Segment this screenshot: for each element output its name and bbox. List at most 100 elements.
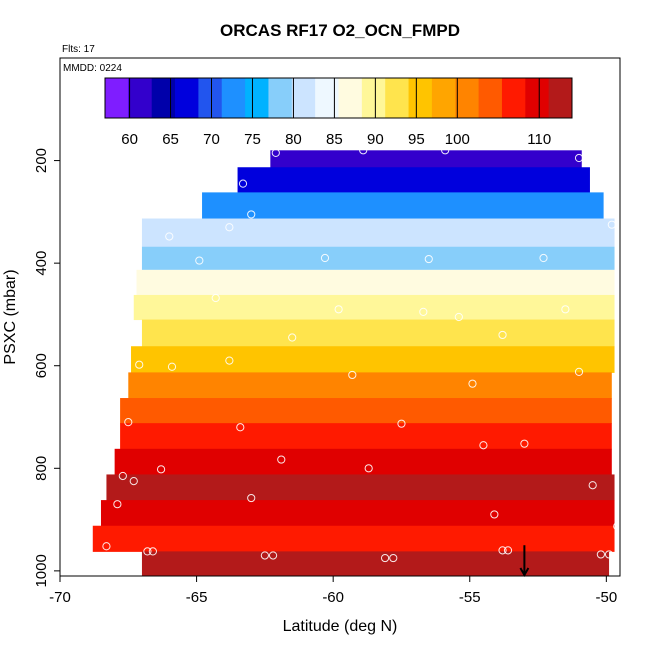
- colorbar-tick-0: 60: [121, 131, 138, 148]
- heatmap-row-15: [92, 525, 615, 552]
- x-tick-label-0: -70: [49, 589, 71, 606]
- y-tick-label-4: 1000: [33, 554, 50, 587]
- sample-point-42: [143, 547, 152, 556]
- heatmap-row-11: [120, 423, 612, 450]
- sample-point-39: [490, 510, 499, 519]
- colorbar-swatch-16: [478, 78, 503, 118]
- colorbar-tick-5: 85: [326, 131, 343, 148]
- sample-point-11: [539, 253, 548, 263]
- x-tick-label-2: -60: [322, 589, 344, 606]
- sample-point-33: [364, 464, 373, 473]
- sample-point-30: [520, 439, 529, 448]
- plot-frame: [59, 57, 621, 577]
- colorbar-swatch-1: [128, 78, 153, 118]
- sample-point-37: [113, 500, 122, 509]
- sample-point-28: [397, 419, 406, 428]
- x-tick-label-1: -65: [186, 589, 208, 606]
- sample-point-7: [225, 223, 234, 232]
- colorbar-frame: [104, 77, 573, 119]
- sample-point-27: [236, 423, 245, 432]
- colorbar-tick-7: 95: [408, 131, 425, 148]
- sample-point-25: [574, 367, 584, 376]
- colorbar-tick-2: 70: [203, 131, 220, 148]
- heatmap-row-14: [100, 500, 615, 527]
- sample-point-46: [380, 553, 390, 563]
- y-tick-label-0: 200: [33, 148, 50, 173]
- x-axis-label: Latitude (deg N): [283, 618, 398, 635]
- colorbar-swatch-0: [105, 78, 129, 118]
- sample-point-43: [148, 547, 157, 556]
- colorbar-swatch-4: [198, 78, 223, 118]
- y-axis: 200 400 600 800 1000: [33, 148, 60, 588]
- sample-point-5: [247, 210, 256, 219]
- arrow-head: [519, 567, 530, 577]
- heatmap-row-10: [120, 398, 612, 424]
- sample-point-16: [561, 305, 570, 314]
- sample-point-0: [271, 148, 280, 157]
- sample-point-10: [424, 254, 433, 264]
- sample-point-21: [167, 362, 177, 371]
- y-tick-label-1: 400: [33, 251, 50, 276]
- heatmap-rows: [92, 150, 615, 577]
- heatmap-row-3: [141, 218, 615, 248]
- heatmap-row-6: [133, 294, 615, 321]
- sample-point-24: [468, 379, 477, 388]
- heatmap-row-2: [202, 192, 604, 220]
- sample-point-8: [607, 220, 616, 229]
- sample-points: [102, 146, 622, 563]
- sample-point-45: [268, 551, 278, 560]
- colorbar-swatch-11: [361, 78, 386, 118]
- x-axis: -70 -65 -60 -55 -50: [49, 576, 617, 606]
- sample-point-50: [596, 550, 605, 559]
- colorbar-tick-6: 90: [367, 131, 384, 148]
- title-group: ORCAS RF17 O2_OCN_FMPD Flts: 17 MMDD: 02…: [62, 21, 460, 74]
- colorbar-tick-9: 110: [527, 131, 551, 148]
- colorbar-swatch-15: [455, 78, 479, 118]
- y-axis-label: PSXC (mbar): [2, 269, 19, 364]
- heatmap-row-16: [141, 551, 610, 577]
- sample-point-18: [498, 330, 507, 340]
- sample-point-49: [503, 546, 513, 555]
- sample-point-31: [277, 455, 286, 464]
- axes: -70 -65 -60 -55 -50 200 400 600 800 1000 Latitud…: [2, 57, 621, 635]
- sample-point-19: [288, 333, 297, 342]
- y-tick-label-3: 800: [33, 456, 50, 481]
- colorbar-swatch-7: [268, 78, 293, 118]
- colorbar-swatch-8: [291, 78, 316, 118]
- heatmap-row-1: [237, 167, 590, 193]
- heatmap-row-4: [141, 246, 615, 271]
- sample-point-41: [102, 542, 111, 551]
- sample-point-48: [498, 546, 507, 555]
- chart-title: ORCAS RF17 O2_OCN_FMPD: [220, 21, 460, 40]
- sample-point-40: [613, 522, 622, 531]
- sample-point-15: [419, 307, 428, 316]
- colorbar: 60 65 70 75 80 85 90 95 100 110: [104, 77, 573, 148]
- colorbar-swatch-3: [175, 78, 199, 118]
- sample-point-51: [604, 550, 614, 559]
- colorbar-swatch-5: [221, 78, 246, 118]
- colorbar-swatch-10: [338, 78, 363, 118]
- colorbar-swatch-17: [501, 78, 526, 118]
- sample-point-3: [574, 153, 584, 163]
- flights-annotation: Flts: 17: [62, 44, 95, 55]
- heatmap-row-13: [106, 474, 615, 501]
- sample-point-4: [238, 179, 248, 188]
- sample-point-38: [247, 493, 256, 503]
- sample-point-20: [135, 360, 144, 369]
- colorbar-swatch-14: [431, 78, 456, 118]
- colorbar-swatch-19: [548, 78, 573, 118]
- sample-point-17: [454, 312, 463, 322]
- sample-point-26: [124, 418, 133, 427]
- sample-point-6: [165, 232, 174, 241]
- colorbar-tick-4: 80: [285, 131, 302, 148]
- sample-point-9: [320, 253, 330, 263]
- sample-point-2: [441, 146, 450, 155]
- sample-point-23: [348, 370, 357, 380]
- colorbar-swatch-13: [408, 78, 433, 118]
- x-tick-label-4: -50: [595, 589, 617, 606]
- heatmap-row-12: [114, 448, 612, 475]
- sample-point-36: [588, 481, 597, 490]
- colorbar-tick-8: 100: [445, 131, 470, 148]
- sample-point-47: [389, 553, 398, 563]
- heatmap-row-5: [136, 269, 615, 296]
